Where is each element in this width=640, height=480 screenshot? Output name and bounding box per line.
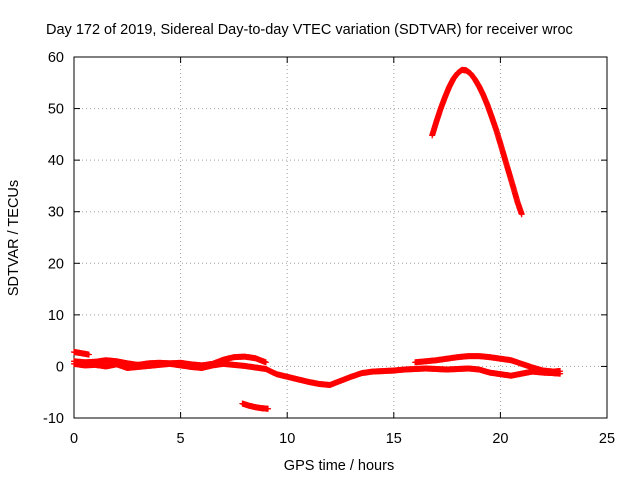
y-tick-label: 20 [48, 256, 64, 272]
series-track-start-high [71, 348, 92, 358]
data-point [557, 368, 564, 375]
data-point [265, 405, 272, 412]
x-tick-label: 10 [279, 431, 295, 447]
x-tick-label: 15 [386, 431, 402, 447]
x-tick-label: 5 [177, 431, 185, 447]
series-track-isolated [239, 400, 272, 412]
y-tick-label: 0 [56, 359, 64, 375]
y-tick-label: -10 [43, 411, 64, 427]
x-tick-label: 0 [70, 431, 78, 447]
data-point [85, 351, 92, 358]
plot-frame [73, 56, 608, 419]
data-point [518, 211, 525, 218]
y-tick-label: 30 [48, 205, 64, 221]
x-tick-label: 25 [599, 431, 615, 447]
data-points [71, 66, 564, 412]
y-tick-label: 40 [48, 153, 64, 169]
series-track-main-upper [71, 353, 564, 375]
y-tick-label: 50 [48, 102, 64, 118]
y-axis-label: SDTVAR / TECUs [6, 180, 22, 296]
data-point [262, 359, 269, 366]
y-tick-label: 10 [48, 308, 64, 324]
chart-title: Day 172 of 2019, Sidereal Day-to-day VTE… [46, 22, 573, 38]
axis-ticks [73, 56, 608, 419]
series-track-peak [429, 66, 525, 218]
x-axis-label: GPS time / hours [284, 458, 394, 474]
y-tick-label: 60 [48, 50, 64, 66]
tick-labels: 0 5 10 15 20 25 -10 0 10 20 30 40 50 60 [43, 50, 615, 447]
x-tick-label: 20 [492, 431, 508, 447]
